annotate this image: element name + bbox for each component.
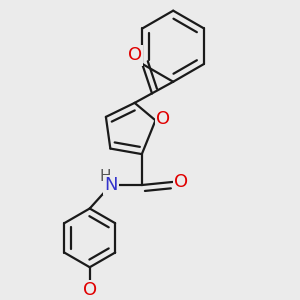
Text: N: N <box>104 176 118 194</box>
Text: O: O <box>174 173 188 191</box>
Text: H: H <box>100 169 111 184</box>
Text: O: O <box>128 46 142 64</box>
Text: O: O <box>156 110 170 128</box>
Text: O: O <box>83 281 97 299</box>
